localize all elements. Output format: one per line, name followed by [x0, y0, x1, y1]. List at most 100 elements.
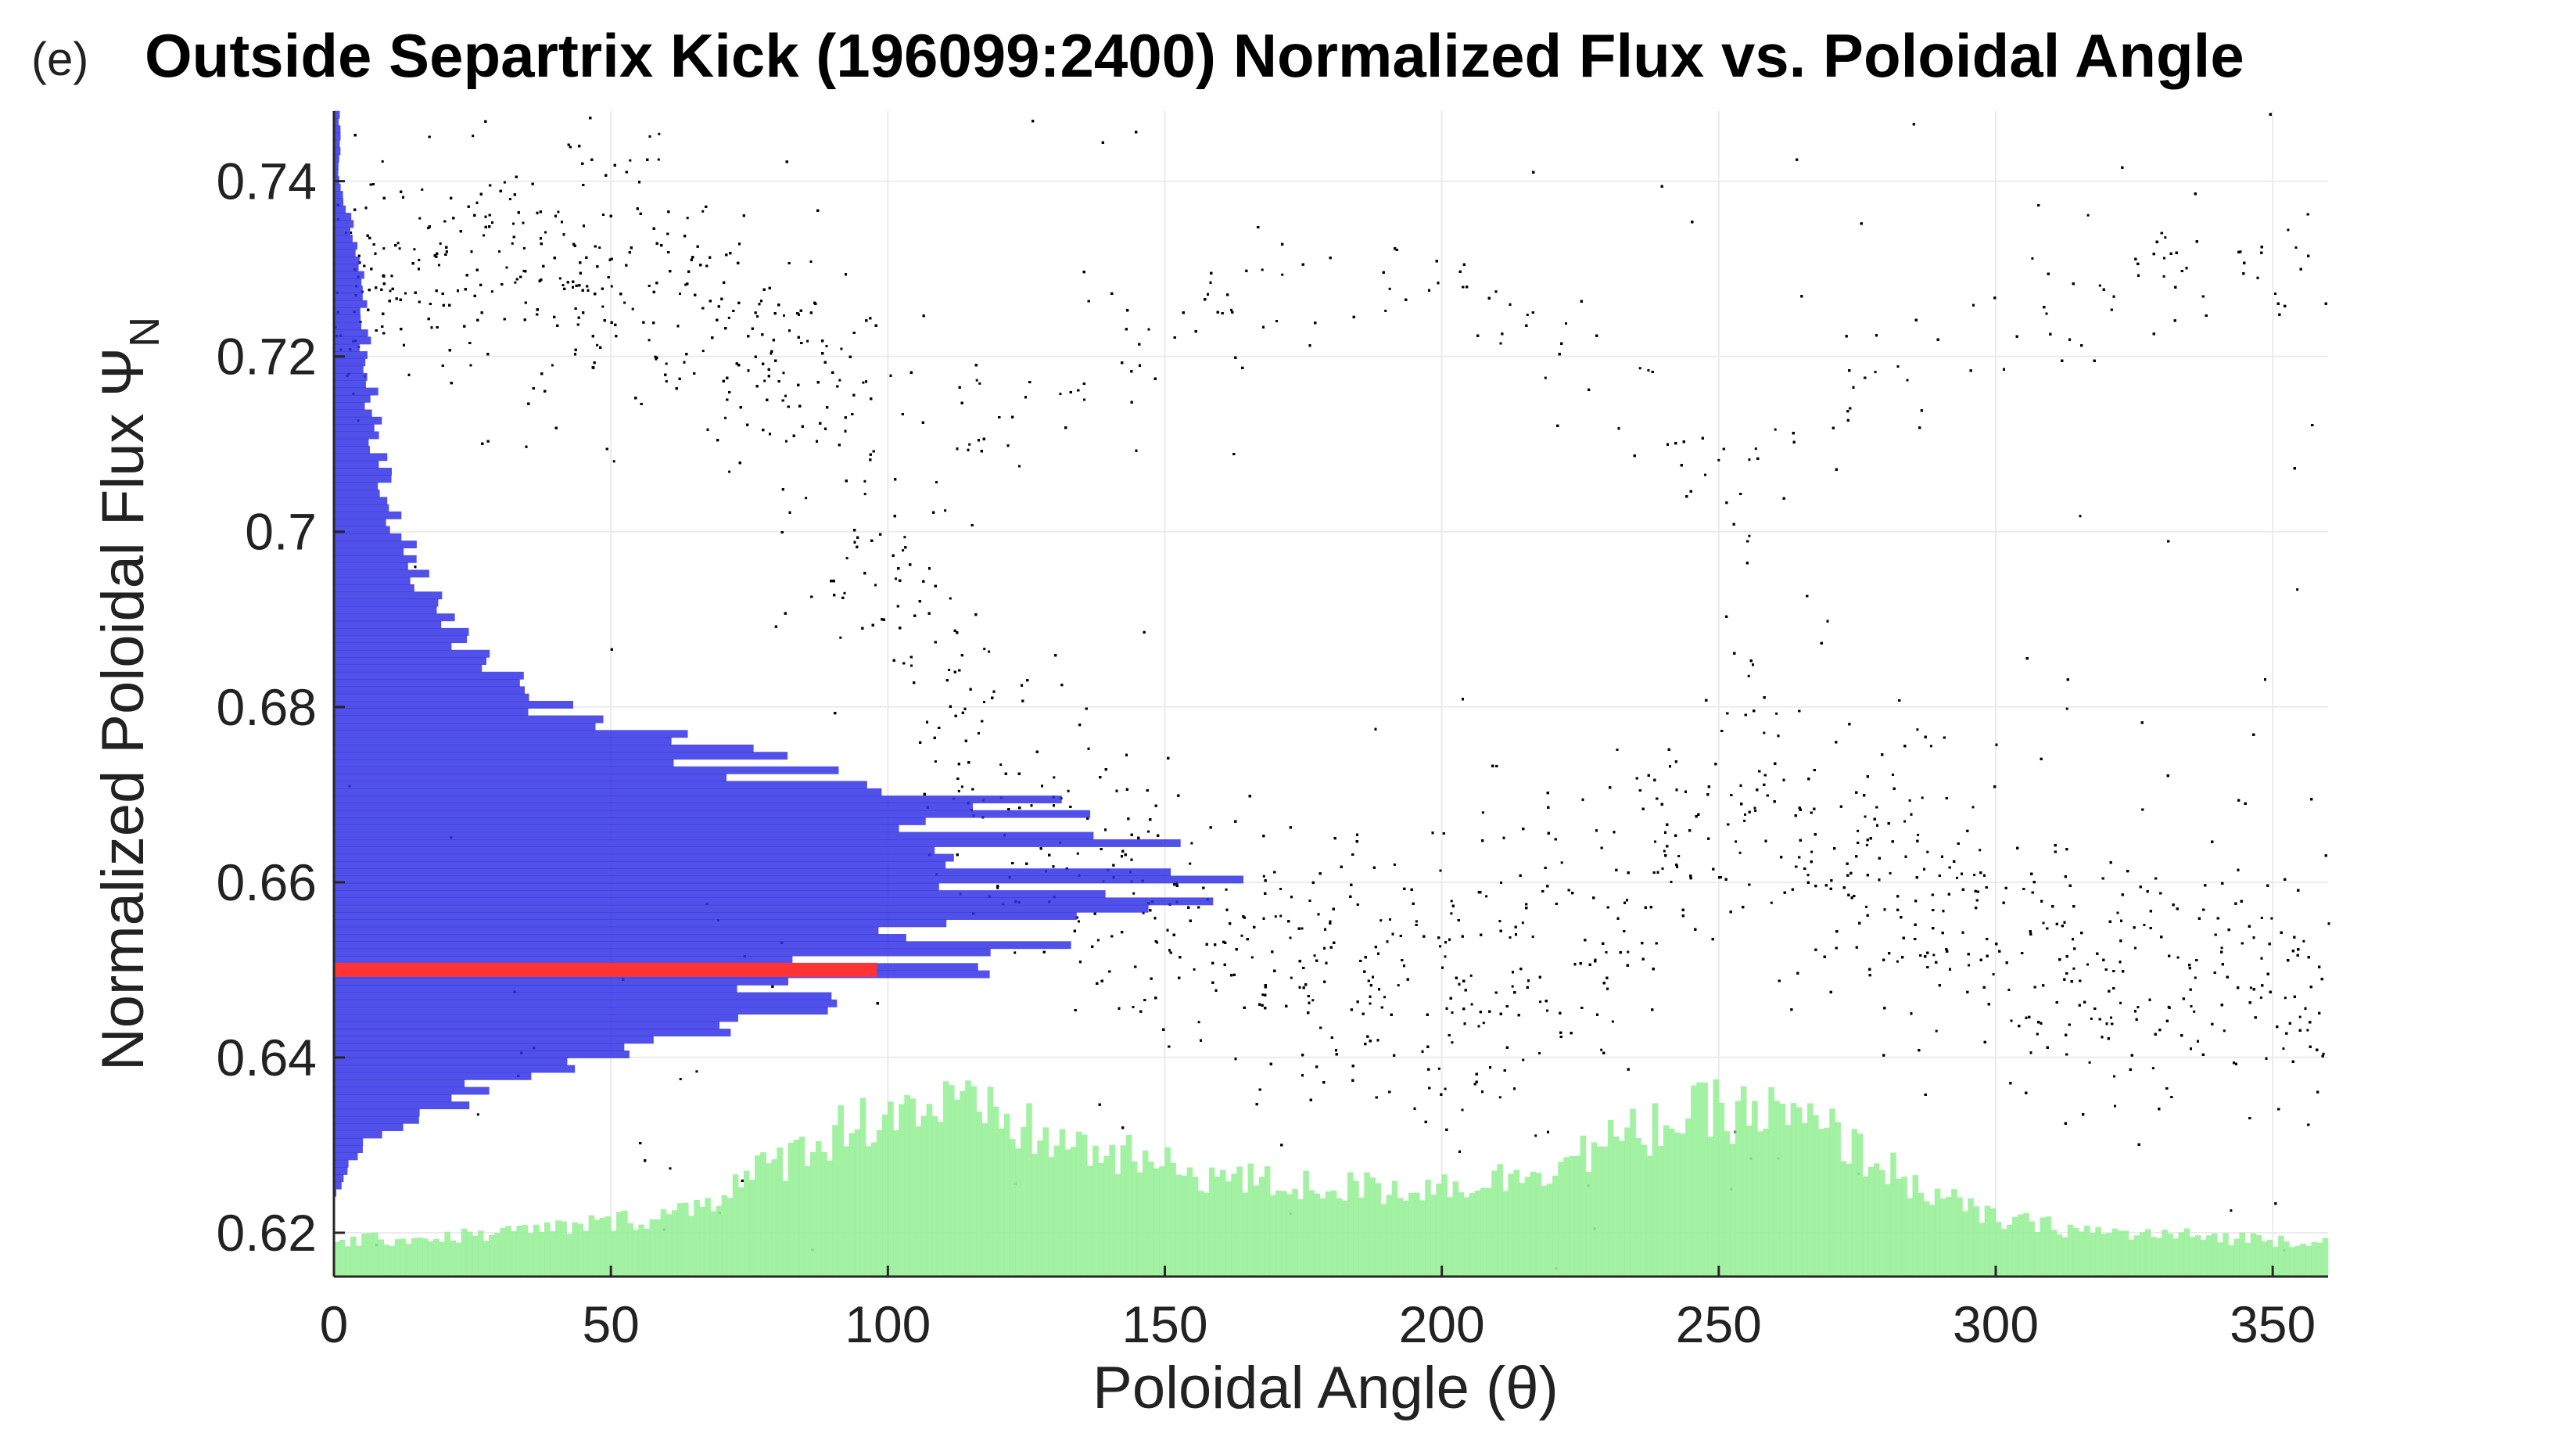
scatter-point — [784, 394, 787, 397]
scatter-point — [2249, 986, 2252, 989]
scatter-point — [686, 217, 689, 220]
scatter-point — [1857, 829, 1860, 832]
scatter-point — [505, 266, 508, 269]
scatter-point — [1450, 900, 1453, 903]
scatter-point — [491, 221, 493, 224]
scatter-point — [2287, 228, 2290, 232]
scatter-point — [1774, 428, 1777, 431]
scatter-point — [1470, 1003, 1473, 1006]
scatter-point — [1511, 985, 1514, 988]
scatter-point — [658, 132, 661, 135]
scatter-point — [1810, 850, 1814, 853]
scatter-point — [983, 648, 986, 651]
scatter-point — [1743, 819, 1746, 822]
scatter-point — [1439, 945, 1441, 948]
scatter-point — [1240, 934, 1243, 937]
scatter-point — [1531, 936, 1534, 939]
scatter-point — [1485, 895, 1488, 898]
scatter-point — [1250, 956, 1254, 959]
scatter-point — [1450, 912, 1453, 915]
scatter-point — [2086, 214, 2090, 217]
scatter-point — [978, 382, 981, 385]
scatter-point — [1717, 458, 1720, 462]
scatter-point — [382, 247, 386, 250]
scatter-point — [2164, 236, 2167, 239]
scatter-point — [2162, 275, 2165, 278]
scatter-point — [1806, 874, 1810, 877]
scatter-point — [1444, 1087, 1447, 1090]
scatter-point — [684, 283, 687, 286]
scatter-point — [2072, 967, 2076, 970]
scatter-point — [845, 557, 849, 560]
scatter-point — [1874, 371, 1877, 374]
scatter-point — [1627, 950, 1630, 954]
scatter-point — [665, 380, 668, 382]
scatter-point — [1379, 919, 1383, 922]
scatter-point — [1522, 1058, 1525, 1061]
scatter-point — [350, 232, 353, 234]
scatter-point — [2151, 1067, 2154, 1070]
scatter-point — [2007, 989, 2011, 991]
scatter-point — [1225, 888, 1228, 891]
scatter-point — [557, 210, 560, 214]
scatter-point — [1076, 852, 1079, 855]
scatter-point — [1469, 974, 1473, 977]
scatter-point — [514, 281, 517, 284]
scatter-point — [1932, 954, 1936, 957]
scatter-point — [1521, 921, 1524, 925]
scatter-point — [1014, 951, 1017, 954]
scatter-point — [1274, 915, 1277, 918]
scatter-point — [490, 290, 493, 293]
scatter-point — [476, 1113, 479, 1116]
scatter-point — [1747, 674, 1750, 677]
scatter-point — [596, 343, 599, 347]
scatter-point — [418, 217, 422, 220]
scatter-point — [1444, 955, 1447, 958]
scatter-point — [2143, 924, 2146, 926]
scatter-point — [1261, 993, 1265, 997]
scatter-point — [1193, 968, 1196, 971]
scatter-point — [1147, 830, 1150, 833]
scatter-point — [2193, 1010, 2196, 1013]
scatter-point — [1437, 1067, 1440, 1070]
scatter-point — [551, 364, 554, 367]
scatter-point — [1262, 875, 1265, 878]
scatter-point — [1754, 447, 1757, 451]
scatter-point — [1498, 920, 1501, 923]
scatter-point — [1393, 863, 1396, 866]
scatter-point — [669, 1167, 672, 1170]
scatter-point — [701, 210, 705, 213]
scatter-point — [825, 345, 828, 347]
scatter-point — [1096, 939, 1100, 942]
scatter-point — [1477, 1025, 1480, 1028]
scatter-point — [418, 258, 421, 261]
scatter-point — [1397, 984, 1400, 987]
scatter-point — [2114, 1104, 2116, 1108]
scatter-point — [1230, 308, 1232, 311]
scatter-point — [2079, 515, 2082, 518]
scatter-point — [1611, 1020, 1614, 1023]
scatter-point — [2282, 1047, 2285, 1051]
scatter-point — [398, 247, 401, 250]
scatter-point — [2031, 257, 2034, 260]
scatter-point — [522, 246, 526, 250]
scatter-point — [1279, 914, 1283, 918]
scatter-point — [2119, 1001, 2122, 1004]
scatter-point — [1500, 882, 1502, 884]
scatter-point — [1301, 927, 1304, 930]
scatter-point — [1053, 776, 1056, 779]
scatter-point — [1968, 964, 1971, 967]
scatter-point — [2270, 917, 2273, 920]
scatter-point — [839, 636, 842, 639]
scatter-point — [902, 549, 905, 552]
scatter-point — [2088, 1061, 2091, 1064]
scatter-point — [934, 760, 937, 763]
scatter-point — [1748, 458, 1751, 462]
scatter-point — [1560, 861, 1563, 864]
scatter-point — [655, 357, 658, 361]
scatter-point — [1754, 809, 1757, 812]
scatter-point — [558, 277, 561, 280]
scatter-point — [2090, 1017, 2093, 1020]
scatter-point — [1281, 273, 1284, 276]
scatter-point — [1992, 973, 1995, 976]
